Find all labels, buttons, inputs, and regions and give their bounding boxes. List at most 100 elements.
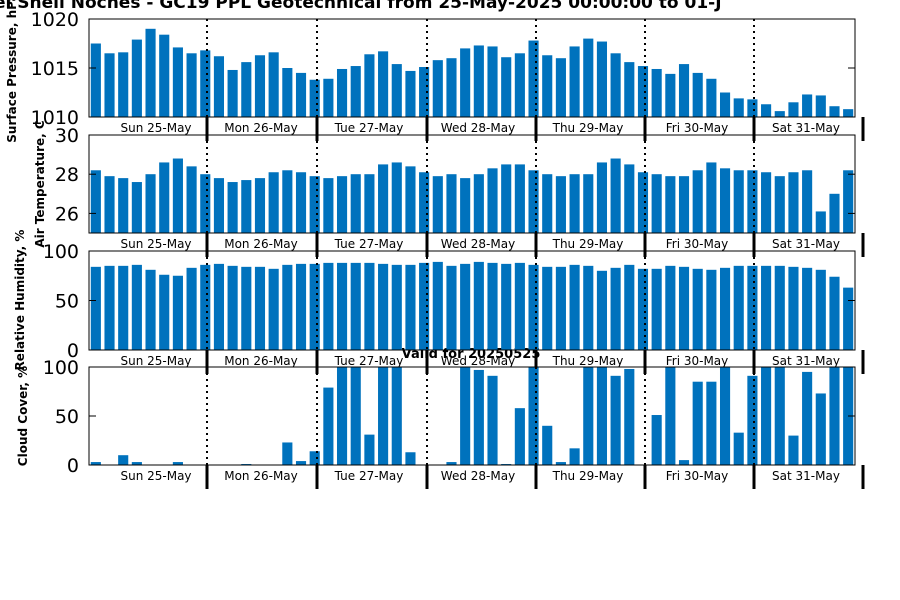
data-bar [802, 94, 813, 117]
data-bar [528, 40, 539, 118]
chart-panel: 1010 1015 1020 Surface Pressure, hPa Sun 25-… [5, 0, 865, 143]
data-bar [501, 57, 512, 117]
data-bar [815, 393, 826, 465]
data-bar [104, 265, 115, 350]
data-bar [555, 176, 566, 233]
day-label: Sun 25-May [120, 121, 191, 135]
y-axis-label: Relative Humidity, % [13, 230, 27, 371]
data-bar [213, 263, 225, 350]
data-bar [583, 38, 594, 117]
data-bar [596, 162, 608, 233]
data-bar [761, 172, 772, 233]
data-bar [295, 461, 307, 465]
data-bar [350, 66, 361, 117]
data-bar [159, 34, 170, 117]
data-bar [678, 64, 690, 117]
data-bar [446, 462, 457, 465]
data-bar [419, 172, 430, 233]
y-tick-label: 0 [67, 455, 79, 477]
data-bar [378, 51, 389, 118]
data-bar [802, 170, 813, 233]
data-bar [692, 381, 703, 465]
day-label: Wed 28-May [441, 354, 515, 368]
data-bar [364, 174, 375, 233]
y-tick-label: 100 [43, 241, 79, 263]
day-label: Tue 27-May [334, 121, 404, 135]
day-label: Tue 27-May [334, 469, 404, 483]
data-bar [706, 269, 717, 350]
data-bar [446, 265, 457, 350]
day-label: Mon 26-May [224, 354, 298, 368]
data-bar [542, 174, 553, 233]
data-bar [719, 367, 731, 465]
data-bar [583, 367, 594, 465]
data-bar [569, 46, 580, 117]
data-bar [378, 164, 389, 233]
data-bar [569, 448, 580, 465]
data-bar [364, 54, 375, 117]
data-bar [651, 415, 662, 465]
day-label: Wed 28-May [441, 469, 515, 483]
data-bar [624, 368, 635, 465]
data-bar [90, 170, 101, 233]
data-bar [774, 265, 785, 350]
y-tick-label: 1020 [31, 9, 79, 31]
data-bar [391, 367, 402, 465]
y-tick-label: 26 [55, 203, 79, 225]
data-bar [761, 367, 772, 465]
panels: 1010 1015 1020 Surface Pressure, hPa Sun 25-… [5, 0, 865, 489]
data-bar [268, 52, 279, 117]
data-bar [774, 176, 785, 233]
data-bar [446, 174, 457, 233]
data-bar [172, 47, 183, 117]
data-bar [145, 174, 156, 233]
data-bar [487, 46, 498, 117]
data-bar [323, 178, 334, 233]
data-bar [706, 78, 717, 117]
data-bar [665, 265, 676, 350]
data-bar [282, 264, 293, 350]
data-bar [405, 70, 416, 117]
data-bar [213, 178, 225, 233]
data-bar [391, 264, 402, 350]
data-bar [254, 55, 266, 117]
day-label: Mon 26-May [224, 121, 298, 135]
data-bar [419, 67, 430, 117]
data-bar [172, 275, 183, 350]
data-bar [528, 264, 539, 350]
data-bar [569, 264, 580, 350]
data-bar [829, 193, 840, 233]
data-bar [473, 174, 484, 233]
data-bar [719, 267, 731, 350]
data-bar [774, 111, 785, 117]
data-bar [364, 434, 375, 465]
y-tick-label: 30 [55, 125, 79, 147]
data-bar [309, 451, 320, 465]
data-bar [528, 170, 539, 233]
data-bar [788, 266, 799, 350]
data-bar [596, 41, 608, 117]
data-bar [747, 99, 758, 117]
y-tick-label: 28 [55, 164, 79, 186]
data-bar [131, 462, 142, 465]
data-bar [514, 262, 525, 350]
data-bar [172, 158, 183, 233]
data-bar [542, 425, 553, 465]
data-bar [473, 261, 484, 350]
data-bar [692, 268, 703, 350]
day-label: Sun 25-May [120, 469, 191, 483]
data-bar [651, 174, 662, 233]
data-bar [118, 52, 129, 117]
data-bar [637, 66, 649, 117]
data-bar [583, 174, 594, 233]
data-bar [391, 162, 402, 233]
data-bar [829, 367, 840, 465]
data-bar [542, 55, 553, 117]
data-bar [487, 375, 498, 465]
data-bar [241, 180, 252, 233]
day-label: Wed 28-May [441, 237, 515, 251]
data-bar [555, 58, 566, 117]
data-bar [309, 79, 320, 117]
data-bar [706, 162, 717, 233]
data-bar [432, 176, 443, 233]
